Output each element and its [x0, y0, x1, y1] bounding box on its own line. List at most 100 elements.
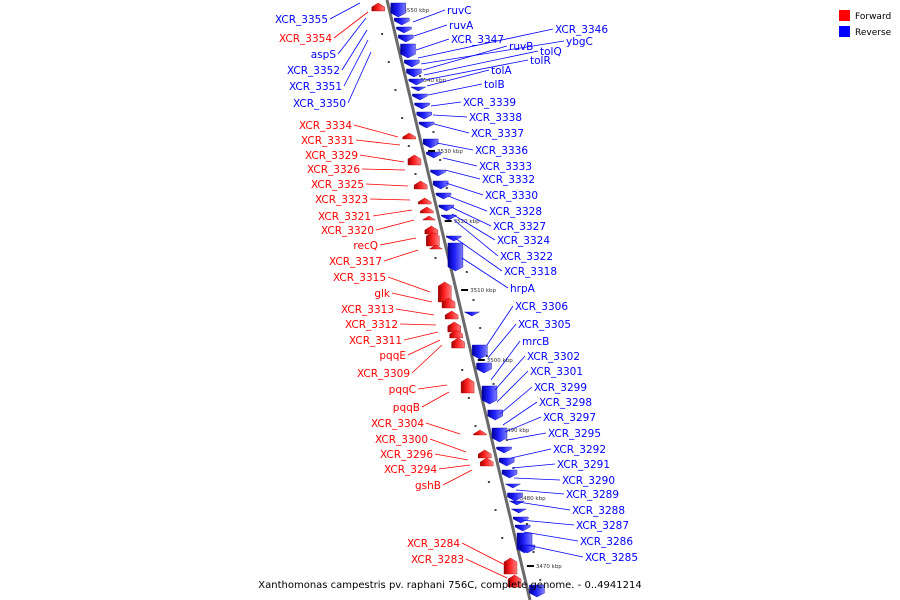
- forward-gene-feature[interactable]: [447, 321, 461, 333]
- reverse-gene-feature[interactable]: [509, 500, 525, 506]
- gene-label[interactable]: XCR_3309: [357, 368, 410, 380]
- reverse-gene-feature[interactable]: [476, 362, 492, 374]
- gene-label[interactable]: XCR_3321: [318, 211, 371, 223]
- gene-label[interactable]: XCR_3354: [279, 33, 332, 45]
- reverse-gene-feature[interactable]: [398, 34, 414, 43]
- reverse-gene-feature[interactable]: [519, 544, 536, 554]
- gene-label[interactable]: XCR_3352: [287, 65, 340, 77]
- forward-gene-feature[interactable]: [421, 215, 437, 221]
- gene-label[interactable]: aspS: [311, 49, 337, 61]
- reverse-gene-feature[interactable]: [412, 93, 428, 101]
- gene-label[interactable]: XCR_3322: [500, 251, 553, 263]
- gene-label[interactable]: XCR_3292: [553, 444, 606, 456]
- reverse-gene-feature[interactable]: [507, 492, 523, 502]
- forward-gene-feature[interactable]: [407, 154, 422, 166]
- reverse-gene-feature[interactable]: [496, 446, 512, 454]
- gene-label[interactable]: pqqE: [379, 350, 406, 362]
- gene-label[interactable]: XCR_3318: [504, 266, 557, 278]
- gene-label[interactable]: tolA: [491, 65, 512, 77]
- gene-label[interactable]: XCR_3313: [341, 304, 394, 316]
- reverse-gene-feature[interactable]: [446, 235, 462, 242]
- forward-gene-feature[interactable]: [473, 429, 487, 436]
- gene-label[interactable]: XCR_3289: [566, 489, 619, 501]
- forward-gene-feature[interactable]: [451, 337, 465, 349]
- reverse-gene-feature[interactable]: [529, 584, 545, 598]
- reverse-gene-feature[interactable]: [472, 344, 488, 360]
- reverse-gene-feature[interactable]: [432, 180, 449, 190]
- gene-label[interactable]: XCR_3304: [371, 418, 424, 430]
- gene-label[interactable]: XCR_3328: [489, 206, 542, 218]
- reverse-gene-feature[interactable]: [410, 86, 426, 92]
- gene-label[interactable]: glk: [374, 288, 391, 300]
- reverse-gene-feature[interactable]: [414, 102, 430, 110]
- reverse-gene-feature[interactable]: [422, 138, 439, 149]
- gene-label[interactable]: XCR_3355: [275, 14, 328, 26]
- gene-label[interactable]: XCR_3331: [301, 135, 354, 147]
- gene-label[interactable]: XCR_3324: [497, 235, 550, 247]
- gene-label[interactable]: XCR_3332: [482, 174, 535, 186]
- gene-label[interactable]: XCR_3330: [485, 190, 538, 202]
- gene-label[interactable]: tolB: [484, 79, 505, 91]
- reverse-gene-feature[interactable]: [400, 43, 416, 59]
- reverse-gene-feature[interactable]: [404, 59, 420, 68]
- gene-label[interactable]: XCR_3334: [299, 120, 352, 132]
- gene-label[interactable]: XCR_3323: [315, 194, 368, 206]
- reverse-gene-feature[interactable]: [416, 111, 432, 120]
- gene-label[interactable]: XCR_3320: [321, 225, 374, 237]
- gene-label[interactable]: XCR_3288: [572, 505, 625, 517]
- gene-label[interactable]: XCR_3296: [380, 449, 433, 461]
- gene-label[interactable]: XCR_3305: [518, 319, 571, 331]
- gene-label[interactable]: XCR_3339: [463, 97, 516, 109]
- reverse-gene-feature[interactable]: [505, 483, 521, 489]
- forward-gene-feature[interactable]: [503, 557, 518, 575]
- gene-label[interactable]: ruvC: [447, 5, 472, 17]
- reverse-gene-feature[interactable]: [498, 457, 515, 467]
- gene-label[interactable]: XCR_3306: [515, 301, 568, 313]
- reverse-gene-feature[interactable]: [435, 192, 452, 200]
- gene-label[interactable]: pqqC: [389, 384, 416, 396]
- forward-gene-feature[interactable]: [507, 574, 522, 588]
- forward-gene-feature[interactable]: [478, 449, 492, 459]
- reverse-gene-feature[interactable]: [396, 26, 412, 34]
- gene-label[interactable]: XCR_3347: [451, 34, 504, 46]
- reverse-gene-feature[interactable]: [438, 204, 455, 212]
- gene-label[interactable]: XCR_3329: [305, 150, 358, 162]
- gene-label[interactable]: tolQ: [540, 46, 562, 58]
- gene-label[interactable]: tolR: [530, 55, 551, 67]
- forward-gene-feature[interactable]: [460, 377, 475, 394]
- reverse-gene-feature[interactable]: [426, 151, 442, 159]
- reverse-gene-feature[interactable]: [511, 508, 527, 514]
- reverse-gene-feature[interactable]: [487, 409, 503, 421]
- gene-label[interactable]: XCR_3338: [469, 112, 522, 124]
- gene-label[interactable]: XCR_3312: [345, 319, 398, 331]
- gene-label[interactable]: gshB: [415, 480, 441, 492]
- reverse-gene-feature[interactable]: [418, 121, 435, 129]
- gene-label[interactable]: XCR_3287: [576, 520, 629, 532]
- gene-label[interactable]: XCR_3298: [539, 397, 592, 409]
- reverse-gene-feature[interactable]: [390, 2, 406, 18]
- gene-label[interactable]: XCR_3326: [307, 164, 360, 176]
- gene-label[interactable]: XCR_3297: [543, 412, 596, 424]
- gene-label[interactable]: XCR_3325: [311, 179, 364, 191]
- reverse-gene-feature[interactable]: [447, 242, 464, 272]
- forward-gene-feature[interactable]: [417, 197, 432, 205]
- gene-label[interactable]: XCR_3302: [527, 351, 580, 363]
- forward-gene-feature[interactable]: [428, 244, 444, 250]
- forward-gene-feature[interactable]: [444, 310, 459, 320]
- forward-gene-feature[interactable]: [420, 206, 434, 214]
- gene-label[interactable]: XCR_3346: [555, 24, 608, 36]
- forward-gene-feature[interactable]: [402, 132, 416, 140]
- reverse-gene-feature[interactable]: [514, 524, 531, 532]
- reverse-gene-feature[interactable]: [501, 469, 518, 479]
- gene-label[interactable]: recQ: [353, 240, 378, 252]
- reverse-gene-feature[interactable]: [513, 516, 529, 524]
- gene-label[interactable]: XCR_3350: [293, 98, 346, 110]
- gene-label[interactable]: XCR_3285: [585, 552, 638, 564]
- reverse-gene-feature[interactable]: [464, 311, 480, 317]
- gene-label[interactable]: XCR_3286: [580, 536, 633, 548]
- forward-gene-feature[interactable]: [371, 2, 385, 12]
- gene-label[interactable]: XCR_3333: [479, 161, 532, 173]
- gene-label[interactable]: XCR_3336: [475, 145, 528, 157]
- forward-gene-feature[interactable]: [479, 457, 494, 467]
- gene-label[interactable]: pqqB: [393, 402, 420, 414]
